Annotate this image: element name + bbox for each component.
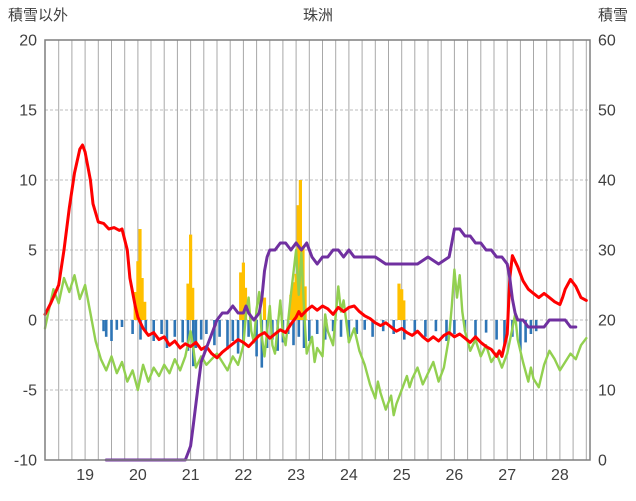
svg-text:26: 26 xyxy=(446,467,464,484)
svg-text:25: 25 xyxy=(393,467,411,484)
svg-text:22: 22 xyxy=(235,467,253,484)
right-axis-title: 積雪 xyxy=(597,7,628,24)
svg-text:40: 40 xyxy=(598,173,616,190)
svg-text:0: 0 xyxy=(28,313,37,330)
svg-text:27: 27 xyxy=(498,467,516,484)
svg-text:20: 20 xyxy=(129,467,147,484)
svg-text:10: 10 xyxy=(598,383,616,400)
svg-text:-5: -5 xyxy=(23,383,37,400)
svg-text:19: 19 xyxy=(76,467,94,484)
svg-text:10: 10 xyxy=(19,173,37,190)
purple-line-series xyxy=(104,227,578,462)
svg-text:50: 50 xyxy=(598,103,616,120)
svg-text:23: 23 xyxy=(287,467,305,484)
vertical-gridlines xyxy=(58,40,587,460)
svg-text:15: 15 xyxy=(19,103,37,120)
svg-text:20: 20 xyxy=(598,313,616,330)
x-axis-ticks: 19 20 21 22 23 24 25 26 27 28 xyxy=(76,467,569,484)
svg-text:60: 60 xyxy=(598,33,616,50)
left-axis-ticks: 20 15 10 5 0 -5 -10 xyxy=(14,33,37,470)
svg-text:30: 30 xyxy=(598,243,616,260)
left-axis-title: 積雪以外 xyxy=(8,7,69,24)
plot-border xyxy=(44,39,591,461)
svg-text:-10: -10 xyxy=(14,453,37,470)
svg-text:20: 20 xyxy=(19,33,37,50)
right-axis-ticks: 60 50 40 30 20 10 0 xyxy=(598,33,616,470)
svg-text:5: 5 xyxy=(28,243,37,260)
svg-text:0: 0 xyxy=(598,453,607,470)
chart-title: 珠洲 xyxy=(302,7,334,24)
svg-text:28: 28 xyxy=(551,467,569,484)
green-line-series xyxy=(43,248,588,417)
svg-text:24: 24 xyxy=(340,467,358,484)
red-line-series xyxy=(43,143,588,360)
svg-text:21: 21 xyxy=(182,467,200,484)
